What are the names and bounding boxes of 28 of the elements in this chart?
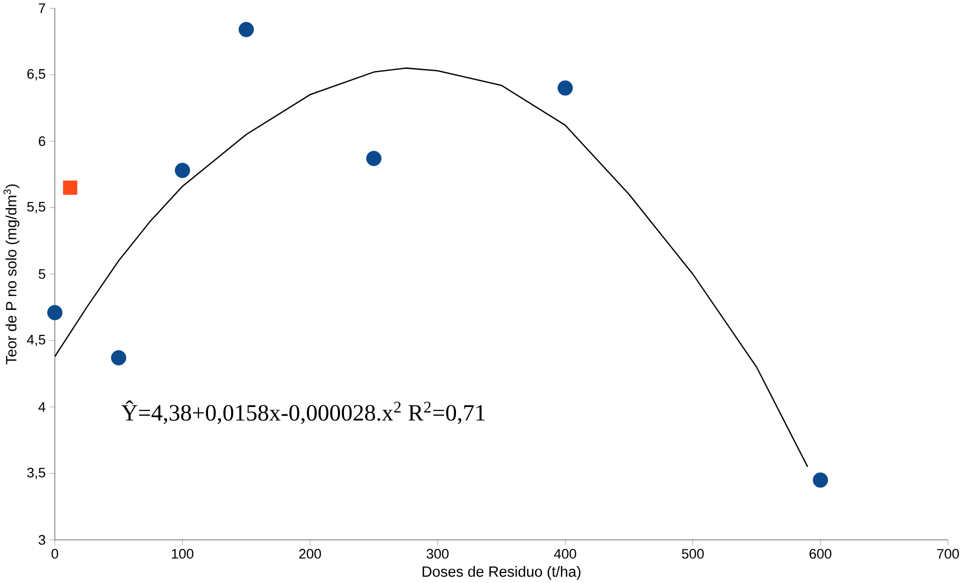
x-tick-label: 300 (426, 548, 449, 559)
y-tick-label: 5 (38, 269, 46, 279)
x-axis-title: Doses de Residuo (t/ha) (422, 566, 580, 580)
point (812, 472, 828, 488)
point (111, 350, 126, 366)
x-tick-label: 600 (810, 548, 832, 559)
y-tick-label: 5,5 (27, 202, 46, 214)
x-tick-label: 0 (52, 548, 58, 559)
x-tick-label: 500 (682, 548, 704, 559)
y-tick-label: 3 (38, 534, 46, 545)
point (366, 150, 382, 166)
point (238, 22, 254, 38)
y-axis-title: Teor de P no solo (mg/dm$^{3}$) (4, 184, 20, 364)
point (63, 180, 78, 195)
point (174, 162, 190, 178)
annotation: Ŷ=4,38+0,0158x-0,000028.x$^{2}$ R$^{2}$=0,71 (121, 400, 485, 424)
y-tick-label: 7 (38, 3, 46, 13)
y-tick-label: 4,5 (26, 334, 46, 346)
x-tick-label: 200 (299, 548, 321, 559)
y-tick-label: 4 (38, 402, 46, 412)
x-tick-label: 400 (554, 548, 576, 559)
y-tick-label: 6 (38, 136, 46, 146)
point (47, 304, 62, 320)
x-tick-label: 700 (937, 548, 959, 559)
y-tick-label: 3,5 (27, 468, 46, 479)
x-tick-label: 100 (172, 548, 194, 559)
y-tick-label: 6,5 (27, 68, 46, 80)
point (558, 80, 573, 96)
